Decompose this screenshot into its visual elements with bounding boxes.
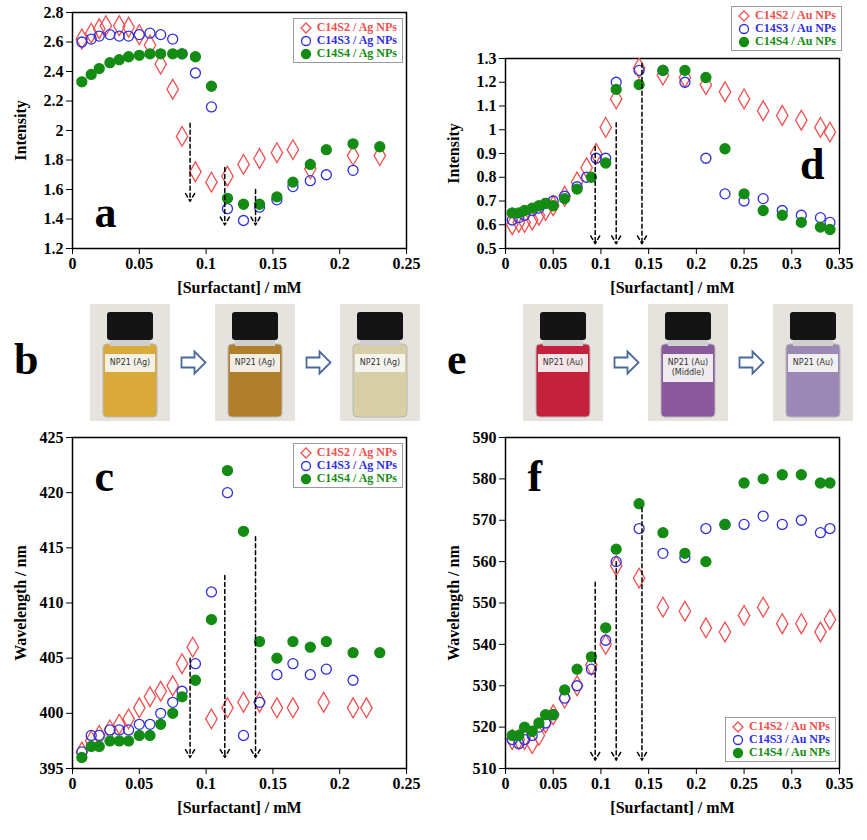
svg-text:NP21 (Ag): NP21 (Ag) xyxy=(110,358,150,367)
svg-text:[Surfactant] / mM: [Surfactant] / mM xyxy=(610,279,734,296)
svg-text:0.05: 0.05 xyxy=(539,255,567,272)
svg-text:560: 560 xyxy=(473,553,497,570)
svg-text:[Surfactant] / mM: [Surfactant] / mM xyxy=(177,799,301,816)
svg-text:530: 530 xyxy=(473,677,497,694)
svg-text:0.3: 0.3 xyxy=(782,775,802,792)
svg-text:[Surfactant] / mM: [Surfactant] / mM xyxy=(610,799,734,816)
svg-text:NP21 (Au): NP21 (Au) xyxy=(793,358,833,367)
svg-text:2.2: 2.2 xyxy=(44,92,64,109)
svg-text:[Surfactant] / mM: [Surfactant] / mM xyxy=(177,279,301,296)
svg-text:NP21 (Ag): NP21 (Ag) xyxy=(360,358,400,367)
svg-text:0.1: 0.1 xyxy=(196,255,216,272)
svg-text:Intensity: Intensity xyxy=(445,123,463,183)
svg-text:NP21 (Au): NP21 (Au) xyxy=(668,358,708,367)
svg-text:0.25: 0.25 xyxy=(393,255,421,272)
html-text:C14S4 / Ag NPs: C14S4 / Ag NPs xyxy=(316,46,397,60)
html-text:C14S3 / Au NPs: C14S3 / Au NPs xyxy=(755,21,836,35)
svg-text:0.1: 0.1 xyxy=(591,255,611,272)
svg-text:420: 420 xyxy=(40,484,64,501)
svg-text:d: d xyxy=(800,140,824,189)
svg-text:590: 590 xyxy=(473,429,497,446)
svg-text:2.4: 2.4 xyxy=(44,63,64,80)
svg-text:0.3: 0.3 xyxy=(782,255,802,272)
html-text:C14S4 / Au NPs: C14S4 / Au NPs xyxy=(755,34,836,48)
svg-text:1.4: 1.4 xyxy=(44,210,64,227)
svg-text:580: 580 xyxy=(473,470,497,487)
html-text:C14S2 / Au NPs: C14S2 / Au NPs xyxy=(755,8,836,22)
svg-text:0.05: 0.05 xyxy=(539,775,567,792)
svg-text:415: 415 xyxy=(40,539,64,556)
html-text:C14S2 / Ag NPs: C14S2 / Ag NPs xyxy=(316,445,397,459)
svg-text:0: 0 xyxy=(502,775,510,792)
svg-text:410: 410 xyxy=(40,594,64,611)
svg-text:1: 1 xyxy=(489,121,497,138)
svg-text:570: 570 xyxy=(473,511,497,528)
svg-text:Wavelength / nm: Wavelength / nm xyxy=(445,545,463,661)
html-text:C14S4 / Au NPs: C14S4 / Au NPs xyxy=(749,745,830,759)
html-text:C14S3 / Ag NPs: C14S3 / Ag NPs xyxy=(316,33,397,47)
svg-text:0.8: 0.8 xyxy=(477,168,497,185)
svg-text:0.25: 0.25 xyxy=(393,775,421,792)
svg-text:1.6: 1.6 xyxy=(44,181,64,198)
svg-text:1.2: 1.2 xyxy=(477,73,497,90)
svg-text:395: 395 xyxy=(40,760,64,777)
svg-text:0.25: 0.25 xyxy=(730,775,758,792)
svg-text:2.8: 2.8 xyxy=(44,4,64,21)
svg-text:0: 0 xyxy=(69,775,77,792)
svg-text:Wavelength / nm: Wavelength / nm xyxy=(12,545,30,661)
svg-text:400: 400 xyxy=(40,704,64,721)
svg-text:0.35: 0.35 xyxy=(826,255,854,272)
svg-text:510: 510 xyxy=(473,760,497,777)
svg-text:f: f xyxy=(528,452,544,501)
svg-text:Intensity: Intensity xyxy=(12,100,30,160)
svg-text:NP21 (Ag): NP21 (Ag) xyxy=(235,358,275,367)
html-text:C14S2 / Au NPs: C14S2 / Au NPs xyxy=(749,719,830,733)
svg-text:0.9: 0.9 xyxy=(477,145,497,162)
svg-text:b: b xyxy=(14,335,38,384)
svg-text:1.2: 1.2 xyxy=(44,240,64,257)
svg-text:0.1: 0.1 xyxy=(196,775,216,792)
svg-text:0.05: 0.05 xyxy=(125,255,153,272)
svg-text:0.35: 0.35 xyxy=(826,775,854,792)
html-text:C14S2 / Ag NPs: C14S2 / Ag NPs xyxy=(316,20,397,34)
svg-text:1.1: 1.1 xyxy=(477,97,497,114)
svg-text:0.15: 0.15 xyxy=(635,775,663,792)
svg-text:550: 550 xyxy=(473,594,497,611)
svg-text:e: e xyxy=(447,335,467,384)
svg-text:c: c xyxy=(95,452,115,501)
svg-text:0.15: 0.15 xyxy=(259,255,287,272)
svg-text:(Middle): (Middle) xyxy=(672,368,705,377)
svg-text:0.7: 0.7 xyxy=(477,192,497,209)
html-text:C14S3 / Ag NPs: C14S3 / Ag NPs xyxy=(316,458,397,472)
html-text:C14S4 / Ag NPs: C14S4 / Ag NPs xyxy=(316,471,397,485)
svg-text:0.2: 0.2 xyxy=(686,255,706,272)
svg-text:0.15: 0.15 xyxy=(635,255,663,272)
svg-text:2: 2 xyxy=(56,122,64,139)
svg-text:0.2: 0.2 xyxy=(686,775,706,792)
svg-text:0: 0 xyxy=(502,255,510,272)
html-text:C14S3 / Au NPs: C14S3 / Au NPs xyxy=(749,732,830,746)
svg-text:0.15: 0.15 xyxy=(259,775,287,792)
svg-text:0.5: 0.5 xyxy=(477,240,497,257)
svg-text:0.1: 0.1 xyxy=(591,775,611,792)
svg-text:425: 425 xyxy=(40,429,64,446)
svg-text:0.2: 0.2 xyxy=(330,255,350,272)
svg-text:540: 540 xyxy=(473,635,497,652)
svg-text:1.3: 1.3 xyxy=(477,50,497,67)
svg-text:405: 405 xyxy=(40,649,64,666)
svg-text:NP21 (Au): NP21 (Au) xyxy=(543,358,583,367)
svg-text:0.2: 0.2 xyxy=(330,775,350,792)
svg-text:a: a xyxy=(95,188,117,237)
svg-text:0.6: 0.6 xyxy=(477,216,497,233)
svg-text:520: 520 xyxy=(473,718,497,735)
svg-text:0.05: 0.05 xyxy=(125,775,153,792)
svg-text:0: 0 xyxy=(69,255,77,272)
svg-text:1.8: 1.8 xyxy=(44,151,64,168)
svg-text:0.25: 0.25 xyxy=(730,255,758,272)
svg-text:2.6: 2.6 xyxy=(44,33,64,50)
